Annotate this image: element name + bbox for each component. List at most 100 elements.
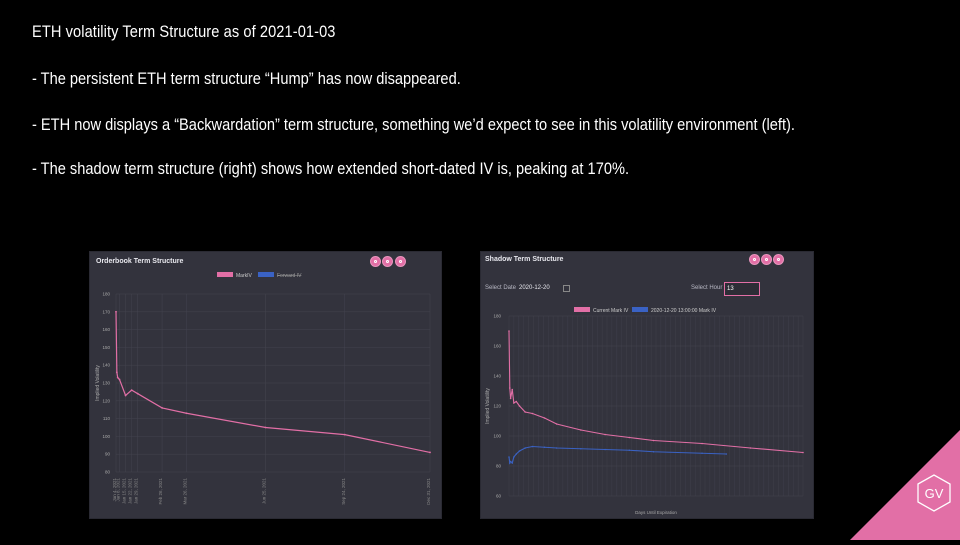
legend-swatch-markiv bbox=[217, 272, 233, 277]
select-hour-label: Select Hour bbox=[691, 285, 723, 291]
data-point-markiv bbox=[264, 426, 267, 429]
data-point-historical bbox=[701, 452, 703, 455]
x-tick-label: Jan 22, 2021 bbox=[128, 478, 133, 505]
select-date-input[interactable]: 2020-12-20 bbox=[519, 285, 550, 291]
data-point-current bbox=[509, 387, 511, 389]
x-tick-label: Dec 31, 2021 bbox=[426, 478, 431, 505]
y-tick-label: 160 bbox=[493, 344, 501, 349]
data-point-current bbox=[701, 442, 703, 445]
data-point-current bbox=[604, 433, 606, 436]
data-point-current bbox=[511, 388, 514, 391]
data-point-historical bbox=[508, 456, 510, 458]
data-point-markiv bbox=[161, 407, 163, 409]
data-point-current bbox=[509, 397, 512, 400]
y-axis-label: Implied Volatility bbox=[95, 365, 101, 401]
data-point-historical bbox=[604, 448, 606, 451]
data-point-markiv bbox=[343, 433, 346, 436]
data-point-historical bbox=[513, 456, 515, 458]
data-point-historical bbox=[580, 447, 582, 450]
data-point-current bbox=[652, 439, 655, 442]
gv-logo: GV bbox=[850, 430, 960, 540]
data-point-historical bbox=[628, 449, 631, 452]
y-tick-label: 90 bbox=[105, 452, 111, 457]
data-point-current bbox=[749, 447, 752, 449]
camera-icon[interactable] bbox=[749, 254, 760, 265]
orderbook-chart: MarkIV Forward IV 80 90 100 110 120 130 140 150 16… bbox=[95, 272, 431, 505]
legend-label-historical: 2020-12-20 13:00:00 Mark IV bbox=[651, 308, 717, 314]
select-hour-input[interactable]: 13 bbox=[724, 282, 760, 296]
y-tick-label: 120 bbox=[493, 404, 501, 409]
data-point-current bbox=[531, 412, 534, 415]
data-point-markiv bbox=[429, 451, 431, 454]
legend-label-current: Current Mark IV bbox=[593, 308, 629, 314]
shadow-chart: Current Mark IV 2020-12-20 13:00:00 Mark … bbox=[485, 307, 804, 515]
data-point-markiv bbox=[185, 412, 188, 415]
x-axis-label: Days Until Expiration bbox=[635, 510, 677, 515]
x-tick-label: Jan 29, 2021 bbox=[134, 478, 139, 505]
data-point-current bbox=[555, 423, 558, 425]
camera-icon[interactable] bbox=[370, 256, 381, 267]
data-point-markiv bbox=[118, 378, 121, 381]
shadow-term-structure-panel: Shadow Term Structure Select Date 2020-1… bbox=[480, 251, 814, 519]
orderbook-term-structure-panel: Orderbook Term Structure MarkIV Forward I… bbox=[89, 251, 442, 519]
x-tick-label: Jan 15, 2021 bbox=[122, 478, 127, 505]
bullet-backwardation: - ETH now displays a “Backwardation” ter… bbox=[32, 115, 795, 134]
bullet-shadow: - The shadow term structure (right) show… bbox=[32, 159, 630, 178]
data-point-historical bbox=[518, 450, 521, 452]
download-icon[interactable] bbox=[395, 256, 406, 267]
data-point-historical bbox=[524, 447, 526, 449]
y-tick-label: 100 bbox=[102, 434, 110, 439]
data-point-current bbox=[515, 400, 518, 403]
y-tick-label: 140 bbox=[102, 363, 110, 368]
logo-text: GV bbox=[925, 486, 944, 501]
data-point-historical bbox=[515, 453, 518, 455]
y-tick-label: 100 bbox=[493, 434, 501, 439]
legend-swatch-current bbox=[574, 307, 590, 312]
calendar-icon[interactable] bbox=[563, 285, 570, 292]
data-point-current bbox=[524, 411, 526, 413]
data-point-historical bbox=[509, 462, 511, 464]
reset-icon[interactable] bbox=[761, 254, 772, 265]
x-tick-label: Mar 26, 2021 bbox=[182, 478, 187, 505]
y-tick-label: 180 bbox=[102, 292, 110, 297]
legend-label-forward-iv: Forward IV bbox=[277, 273, 302, 279]
data-point-historical bbox=[652, 450, 655, 453]
panel-title: Shadow Term Structure bbox=[485, 256, 564, 263]
data-point-current bbox=[513, 402, 515, 404]
data-point-markiv bbox=[115, 310, 117, 313]
data-point-markiv bbox=[130, 389, 133, 392]
y-axis-label: Implied Volatility bbox=[485, 388, 491, 424]
bullet-hump: - The persistent ETH term structure “Hum… bbox=[32, 69, 461, 88]
panel-title: Orderbook Term Structure bbox=[96, 258, 184, 265]
legend-swatch-forward-iv bbox=[258, 272, 274, 277]
data-point-current bbox=[543, 417, 546, 419]
data-point-historical bbox=[509, 460, 512, 463]
y-tick-label: 80 bbox=[105, 470, 111, 475]
data-point-historical bbox=[531, 445, 534, 448]
x-tick-label: Jan 4, 2021 bbox=[112, 478, 117, 502]
legend-swatch-historical bbox=[632, 307, 648, 312]
y-tick-label: 110 bbox=[103, 416, 111, 421]
data-point-markiv bbox=[124, 394, 127, 397]
y-tick-label: 180 bbox=[493, 314, 501, 319]
y-tick-label: 150 bbox=[102, 345, 110, 350]
data-point-historical bbox=[725, 453, 728, 455]
y-tick-label: 170 bbox=[102, 309, 110, 314]
reset-icon[interactable] bbox=[382, 256, 393, 267]
y-tick-label: 60 bbox=[496, 494, 502, 499]
series-line-historical bbox=[508, 445, 727, 465]
x-tick-label: Jun 25, 2021 bbox=[262, 478, 267, 505]
y-tick-label: 140 bbox=[493, 374, 501, 379]
slide-title: ETH volatility Term Structure as of 2021… bbox=[32, 22, 336, 41]
download-icon[interactable] bbox=[773, 254, 784, 265]
data-point-current bbox=[518, 405, 521, 407]
data-point-markiv bbox=[115, 371, 118, 374]
legend-label-markiv: MarkIV bbox=[236, 273, 253, 279]
y-tick-label: 120 bbox=[102, 398, 110, 403]
y-tick-label: 80 bbox=[496, 464, 502, 469]
x-tick-label: Feb 26, 2021 bbox=[158, 478, 163, 505]
x-tick-label: Jan 8, 2021 bbox=[115, 478, 120, 502]
data-point-historical bbox=[555, 447, 558, 449]
data-point-current bbox=[802, 451, 804, 454]
series-line-markiv bbox=[115, 311, 431, 454]
